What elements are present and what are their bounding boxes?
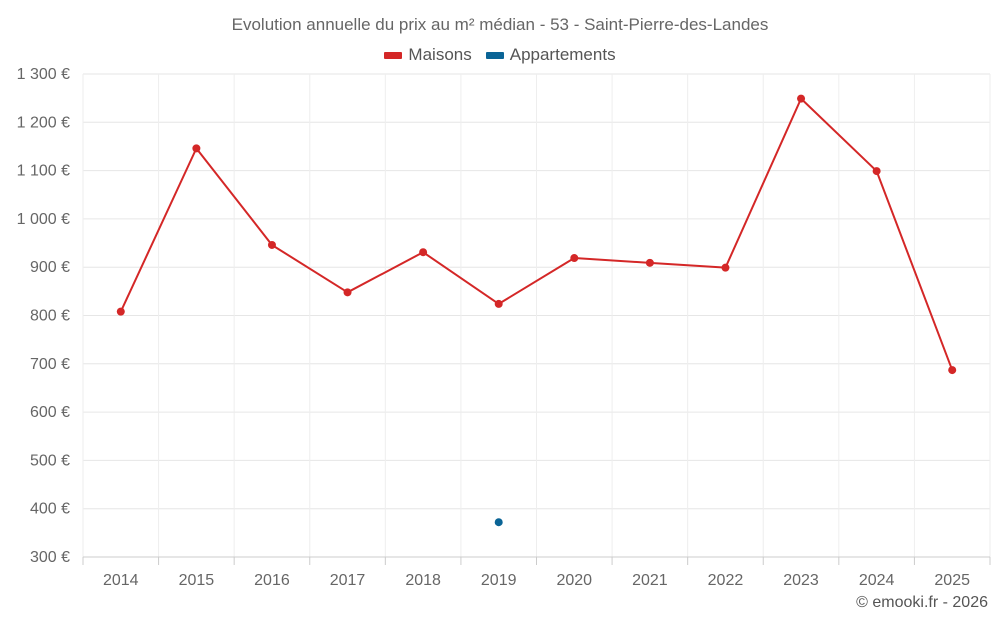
x-tick-label: 2023 [783, 572, 819, 589]
data-point-maisons [267, 240, 276, 249]
data-point-maisons [948, 366, 957, 375]
x-tick-label: 2021 [632, 572, 668, 589]
x-tick-label: 2018 [405, 572, 441, 589]
y-tick-label: 1 000 € [17, 211, 70, 228]
data-point-maisons [872, 167, 881, 176]
y-tick-label: 400 € [30, 501, 70, 518]
x-tick-label: 2016 [254, 572, 290, 589]
data-point-maisons [116, 307, 125, 316]
y-tick-label: 1 100 € [17, 163, 70, 180]
x-tick-label: 2014 [103, 572, 139, 589]
y-tick-label: 900 € [30, 259, 70, 276]
data-point-maisons [192, 144, 201, 153]
legend-item-maisons[interactable]: Maisons [384, 45, 472, 65]
credits[interactable]: © emooki.fr - 2026 [856, 594, 988, 611]
legend-item-appartements[interactable]: Appartements [485, 45, 616, 65]
y-tick-label: 500 € [30, 452, 70, 469]
legend-swatch-maisons [384, 51, 403, 59]
x-tick-label: 2019 [481, 572, 517, 589]
legend-swatch-appartements [485, 51, 504, 59]
x-tick-label: 2024 [859, 572, 895, 589]
x-tick-label: 2025 [934, 572, 970, 589]
y-tick-label: 1 300 € [17, 66, 70, 83]
data-point-maisons [645, 258, 654, 267]
data-point-maisons [419, 248, 428, 257]
chart-title: Evolution annuelle du prix au m² médian … [231, 15, 769, 34]
data-point-maisons [797, 94, 806, 103]
data-point-maisons [494, 299, 503, 308]
legend-label-maisons: Maisons [408, 45, 472, 64]
data-point-maisons [343, 288, 352, 297]
x-tick-label: 2020 [556, 572, 592, 589]
x-tick-label: 2015 [179, 572, 215, 589]
y-tick-label: 600 € [30, 404, 70, 421]
y-tick-label: 800 € [30, 308, 70, 325]
legend-label-appartements: Appartements [509, 45, 616, 64]
data-point-maisons [570, 254, 579, 263]
data-point-maisons [721, 263, 730, 272]
series-line-maisons [119, 97, 954, 371]
x-tick-label: 2022 [708, 572, 744, 589]
y-tick-label: 700 € [30, 356, 70, 373]
y-tick-label: 300 € [30, 549, 70, 566]
x-tick-label: 2017 [330, 572, 366, 589]
data-point-appartements [494, 518, 503, 527]
legend: Maisons Appartements [0, 45, 1000, 65]
y-tick-label: 1 200 € [17, 114, 70, 131]
